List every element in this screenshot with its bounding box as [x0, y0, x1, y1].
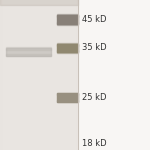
- Text: 35 kD: 35 kD: [82, 44, 107, 52]
- Bar: [78, 0, 150, 150]
- Bar: [57, 93, 78, 102]
- Bar: [57, 100, 78, 102]
- Bar: [57, 43, 78, 45]
- Bar: [3, 0, 75, 150]
- Text: 25 kD: 25 kD: [82, 93, 107, 102]
- Bar: [57, 22, 78, 25]
- Bar: [57, 50, 78, 53]
- Bar: [6, 54, 51, 56]
- Bar: [57, 93, 78, 95]
- Bar: [0, 0, 78, 4]
- Text: 45 kD: 45 kD: [82, 15, 107, 24]
- Bar: [0, 0, 78, 150]
- Bar: [57, 44, 78, 52]
- Bar: [57, 15, 78, 24]
- Bar: [6, 48, 51, 56]
- Bar: [6, 47, 51, 50]
- Bar: [57, 14, 78, 17]
- Text: 18 kD: 18 kD: [82, 140, 107, 148]
